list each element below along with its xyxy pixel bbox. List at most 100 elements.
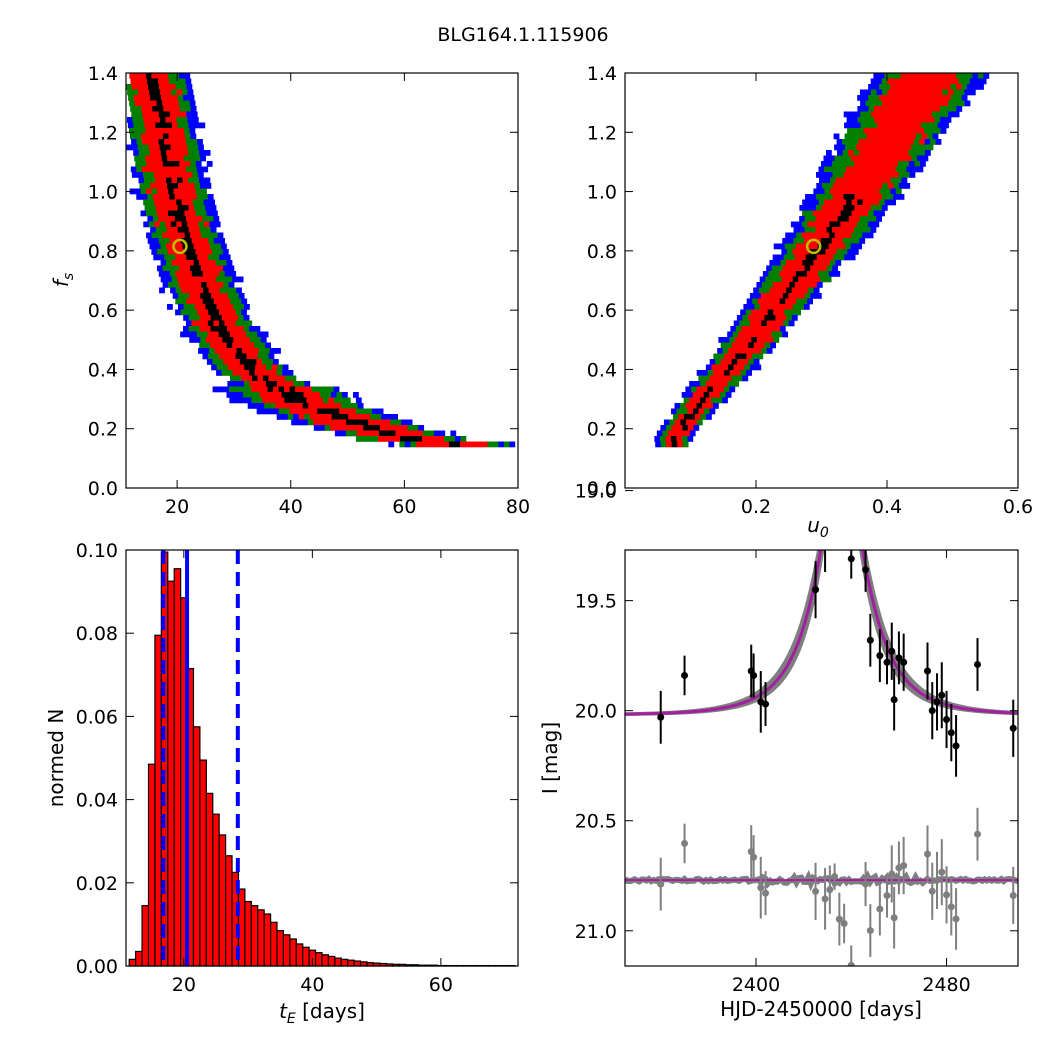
heatmap-cell	[148, 199, 155, 206]
heatmap-cell	[812, 221, 819, 228]
heatmap-cell	[871, 183, 878, 189]
heatmap-cell	[912, 117, 919, 123]
heatmap-cell	[841, 177, 847, 184]
heatmap-cell	[177, 177, 183, 184]
heatmap-cell	[259, 342, 266, 349]
heatmap-cell	[816, 183, 823, 189]
heatmap-cell	[924, 139, 931, 145]
x-tick-label: 0.2	[741, 496, 771, 518]
heatmap-cell	[356, 436, 362, 442]
heatmap-cell	[843, 205, 850, 211]
heatmap-cell	[694, 381, 701, 387]
heatmap-cell	[801, 232, 808, 239]
heatmap-cell	[722, 397, 728, 404]
heatmap-cell	[821, 161, 827, 167]
heatmap-cell	[854, 111, 861, 118]
heatmap-cell	[237, 392, 244, 398]
heatmap-cell	[344, 408, 351, 415]
heatmap-cell	[239, 359, 246, 365]
heatmap-cell	[389, 436, 395, 442]
heatmap-cell	[201, 282, 207, 288]
heatmap-cell	[182, 177, 189, 184]
heatmap-cell	[909, 172, 916, 178]
heatmap-cell	[200, 337, 207, 343]
heatmap-cell	[383, 436, 390, 442]
heatmap-cell	[217, 359, 224, 365]
heatmap-cell	[152, 216, 159, 222]
heatmap-cell	[322, 408, 329, 415]
heatmap-cell	[969, 89, 976, 96]
heatmap-cell	[188, 315, 195, 321]
heatmap-cell	[311, 386, 318, 393]
heatmap-cell	[745, 337, 752, 343]
heatmap-cell	[162, 73, 169, 79]
heatmap-cell	[803, 304, 810, 310]
heatmap-cell	[799, 293, 806, 299]
heatmap-cell	[832, 265, 838, 272]
heatmap-cell	[217, 282, 224, 288]
heatmap-cell	[210, 342, 216, 349]
heatmap-cell	[689, 414, 696, 420]
heatmap-cell	[709, 408, 716, 415]
heatmap-cell	[185, 216, 192, 222]
heatmap-cell	[205, 293, 212, 299]
heatmap-cell	[879, 188, 886, 195]
heatmap-cell	[282, 381, 289, 387]
heatmap-cell	[233, 304, 239, 310]
heatmap-cell	[823, 271, 830, 277]
heatmap-cell	[151, 232, 158, 239]
heatmap-cell	[173, 188, 180, 195]
heatmap-cell	[912, 166, 918, 173]
heatmap-cell	[134, 73, 141, 79]
heatmap-cell	[842, 238, 849, 244]
heatmap-cell	[790, 298, 797, 305]
heatmap-cell	[260, 370, 266, 376]
heatmap-cell	[181, 144, 188, 151]
heatmap-cell	[909, 111, 916, 118]
heatmap-cell	[889, 73, 896, 79]
heatmap-cell	[770, 342, 776, 349]
heatmap-cell	[352, 425, 359, 431]
heatmap-cell	[877, 122, 883, 129]
heatmap-cell	[213, 238, 220, 244]
heatmap-cell	[694, 397, 701, 404]
heatmap-cell	[176, 89, 183, 96]
heatmap-cell	[233, 337, 240, 343]
heatmap-cell	[733, 364, 740, 371]
heatmap-cell	[849, 172, 855, 178]
heatmap-cell	[879, 177, 886, 184]
heatmap-cell	[328, 408, 334, 415]
y-tick-label: 1.0	[88, 182, 118, 204]
heatmap-cell	[210, 276, 216, 283]
heatmap-cell	[206, 265, 213, 272]
heatmap-cell	[156, 100, 163, 107]
heatmap-cell	[145, 155, 151, 162]
heatmap-cell	[827, 172, 833, 178]
heatmap-cell	[882, 100, 888, 107]
heatmap-cell	[129, 100, 135, 107]
heatmap-cell	[291, 403, 298, 409]
heatmap-cell	[827, 194, 833, 200]
heatmap-cell	[865, 89, 872, 96]
heatmap-cell	[887, 161, 893, 167]
heatmap-cell	[846, 199, 852, 206]
heatmap-cell	[197, 172, 204, 178]
heatmap-cell	[158, 139, 165, 145]
heatmap-cell	[843, 111, 850, 118]
heatmap-cell	[961, 95, 968, 101]
heatmap-cell	[953, 78, 959, 85]
heatmap-cell	[846, 117, 853, 123]
heatmap-cell	[843, 161, 849, 167]
heatmap-cell	[918, 128, 925, 134]
plot-frame	[624, 72, 1019, 489]
heatmap-cell	[776, 276, 782, 283]
heatmap-cell	[807, 210, 814, 217]
heatmap-cell	[929, 128, 936, 134]
residual-point	[862, 880, 870, 888]
heatmap-cell	[367, 430, 374, 437]
heatmap-cell	[783, 254, 790, 261]
heatmap-cell	[145, 100, 152, 107]
heatmap-cell	[144, 205, 151, 211]
heatmap-cell	[185, 194, 192, 200]
heatmap-cell	[805, 282, 812, 288]
